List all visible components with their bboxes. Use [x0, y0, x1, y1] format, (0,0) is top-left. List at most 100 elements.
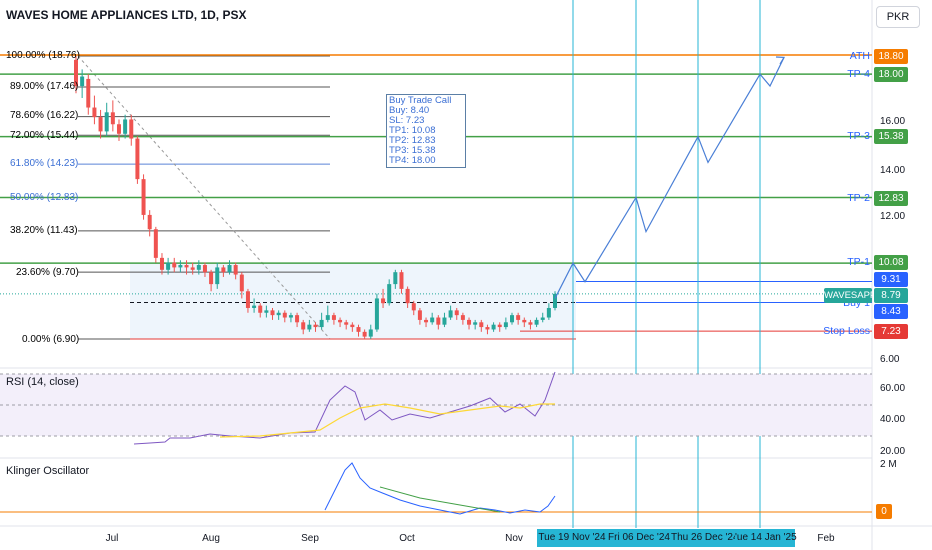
symbol-title: WAVES HOME APPLIANCES LTD, 1D, PSX	[6, 8, 247, 22]
candle-body	[368, 329, 373, 337]
candle-body	[123, 119, 128, 134]
klinger-zero-tag: 0	[876, 504, 892, 519]
candle-body	[553, 293, 557, 308]
trade-call-line: TP4: 18.00	[389, 155, 436, 166]
price-axis-tick: 14.00	[880, 165, 906, 176]
candle-body	[135, 138, 140, 180]
candle-body	[215, 267, 220, 285]
candle-body	[522, 319, 527, 323]
ath-label: ATH	[849, 50, 870, 62]
rsi-axis-tick: 20.00	[880, 446, 906, 457]
candle-body	[331, 315, 336, 320]
ath-price-tag: 18.80	[874, 49, 908, 64]
trade-call-line: TP1: 10.08	[389, 125, 436, 136]
candle-body	[233, 265, 238, 275]
candle-body	[374, 298, 379, 330]
tp3-price-tag: 15.38	[874, 129, 908, 144]
candle-body	[430, 317, 435, 323]
currency-button[interactable]: PKR	[876, 6, 920, 28]
candle-body	[491, 324, 496, 330]
candle-body	[80, 76, 85, 87]
candle-body	[417, 310, 422, 320]
rsi-axis-tick: 40.00	[880, 414, 906, 425]
candle-body	[282, 312, 287, 318]
candle-body	[540, 317, 545, 320]
candle-body	[387, 284, 392, 304]
candle-body	[258, 305, 263, 313]
x-axis-tick: Jul	[105, 533, 119, 544]
price-axis-tick: 16.00	[880, 116, 906, 127]
last-price-tag: 8.79	[874, 288, 908, 303]
trade-call-line: Buy: 8.40	[389, 105, 430, 116]
candle-body	[86, 78, 91, 108]
candle-body	[74, 59, 78, 87]
stop-loss-label: Stop Loss	[823, 325, 870, 337]
x-axis-tick: Nov	[505, 533, 523, 544]
trade-call-title: Buy Trade Call	[389, 95, 452, 106]
fib-label: 100.00% (18.76)	[6, 50, 80, 61]
tp4-price-tag: 18.00	[874, 67, 908, 82]
x-axis-tick: Aug	[202, 533, 220, 544]
candle-body	[264, 310, 269, 313]
candle-body	[92, 107, 97, 118]
tp2-label: TP-2	[847, 192, 870, 204]
candle-body	[479, 322, 484, 328]
candle-body	[534, 319, 539, 325]
candle-body	[141, 179, 146, 215]
klinger-axis-tick: 2 M	[880, 459, 897, 470]
candle-body	[381, 298, 386, 304]
date-badge: Thu 26 Dec '24	[671, 529, 739, 547]
candle-body	[411, 303, 416, 311]
candle-body	[301, 322, 306, 330]
candle-body	[209, 272, 214, 285]
candle-body	[116, 124, 121, 134]
candle-body	[467, 319, 472, 325]
range-zone	[130, 263, 576, 339]
candle-body	[288, 315, 293, 318]
candle-body	[442, 317, 447, 325]
candle-body	[307, 324, 312, 330]
candle-body	[227, 265, 232, 273]
candle-body	[338, 319, 343, 323]
candle-body	[166, 262, 171, 270]
candle-body	[436, 317, 441, 325]
x-axis-tick: Oct	[399, 533, 415, 544]
candle-body	[196, 265, 201, 270]
candle-body	[393, 272, 398, 285]
tp1-price-tag: 10.08	[874, 255, 908, 270]
candle-body	[270, 310, 275, 316]
candle-body	[276, 312, 281, 316]
candle-body	[485, 327, 490, 330]
fib-label: 89.00% (17.46)	[10, 81, 79, 92]
fib-label: 78.60% (16.22)	[10, 110, 79, 121]
trade-call-note[interactable]: Buy Trade Call Buy: 8.40 SL: 7.23 TP1: 1…	[386, 94, 466, 168]
trade-call-line: TP3: 15.38	[389, 145, 436, 156]
candle-body	[510, 315, 515, 323]
trade-call-line: SL: 7.23	[389, 115, 425, 126]
klinger-label[interactable]: Klinger Oscillator	[6, 465, 90, 477]
candle-body	[159, 257, 164, 270]
candle-body	[178, 265, 183, 268]
candle-body	[350, 324, 355, 328]
date-badge: 'ue 14 Jan '25	[735, 529, 797, 547]
candle-body	[503, 322, 508, 328]
x-axis-tick: Feb	[817, 533, 835, 544]
tp3-label: TP-3	[847, 130, 870, 142]
candle-body	[319, 319, 324, 328]
candle-body	[424, 319, 429, 323]
candle-body	[405, 288, 410, 304]
candle-body	[104, 112, 109, 132]
candle-body	[147, 214, 152, 230]
tp4-label: TP-4	[847, 68, 870, 80]
candle-body	[98, 117, 103, 132]
candle-body	[362, 331, 367, 337]
candle-body	[190, 267, 195, 270]
candle-body	[546, 307, 551, 318]
candle-body	[184, 265, 189, 268]
fib-label: 38.20% (11.43)	[10, 225, 78, 236]
tp1-label: TP-1	[847, 256, 870, 268]
rsi-label[interactable]: RSI (14, close)	[6, 376, 79, 388]
klinger-line	[324, 462, 556, 515]
projection-path	[554, 57, 785, 299]
